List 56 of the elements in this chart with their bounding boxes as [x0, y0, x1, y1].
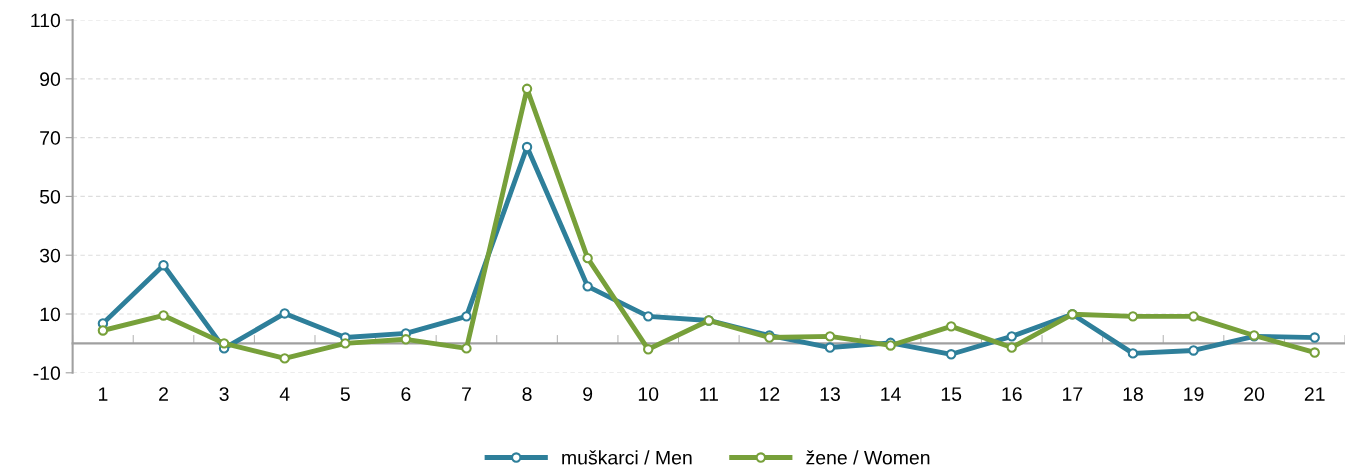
x-tick-label: 10 — [638, 387, 659, 401]
point — [1309, 347, 1320, 358]
point — [461, 343, 472, 354]
x-tick-label: 8 — [522, 387, 532, 401]
y-tick-label: 110 — [31, 13, 61, 28]
x-tick-label: 16 — [1002, 387, 1022, 401]
y-tick-label: 90 — [40, 72, 61, 87]
point — [1188, 311, 1199, 322]
x-tick-label: 14 — [881, 387, 901, 401]
point — [1309, 332, 1320, 343]
point — [340, 338, 351, 349]
point — [824, 331, 836, 342]
x-tick-label: 9 — [583, 387, 593, 401]
point — [582, 281, 593, 292]
y-tick-label: 10 — [40, 307, 61, 322]
point — [582, 252, 593, 264]
x-tick-label: 1 — [99, 387, 108, 401]
point — [643, 344, 654, 355]
x-tick-label: 5 — [340, 387, 350, 401]
x-tick-label: 11 — [700, 387, 718, 401]
point — [1127, 311, 1139, 322]
x-tick-label: 18 — [1123, 387, 1143, 401]
x-tick-label: 4 — [279, 387, 290, 401]
point — [158, 260, 169, 271]
point — [218, 338, 230, 349]
point — [1188, 345, 1199, 356]
y-tick-label: 30 — [39, 248, 61, 263]
point — [97, 325, 109, 336]
x-tick-label: 21 — [1304, 387, 1325, 401]
point — [400, 334, 412, 345]
point — [945, 349, 957, 360]
x-tick-label: 13 — [820, 387, 840, 401]
point — [1127, 348, 1139, 359]
x-tick-label: 12 — [760, 387, 780, 401]
point — [279, 308, 290, 319]
x-tick-label: 2 — [159, 387, 168, 401]
x-tick-label: 6 — [401, 387, 411, 401]
legend-label: muškarci / Men — [562, 450, 692, 465]
y-tick-label: 50 — [39, 189, 61, 204]
x-tick-label: 17 — [1063, 387, 1083, 401]
x-tick-label: 15 — [941, 387, 962, 401]
legend-label: žene / Women — [806, 450, 930, 465]
y-tick-label: -10 — [33, 366, 61, 381]
point — [824, 342, 836, 353]
point — [1006, 342, 1017, 353]
point — [643, 311, 654, 322]
point — [1006, 331, 1017, 342]
point — [945, 321, 957, 332]
point — [158, 310, 169, 321]
point — [279, 353, 290, 364]
x-tick-label: 19 — [1184, 387, 1204, 401]
x-tick-label: 7 — [462, 387, 471, 401]
x-tick-label: 20 — [1244, 387, 1265, 401]
y-tick-label: 70 — [40, 131, 61, 145]
point — [461, 311, 472, 322]
x-tick-label: 3 — [219, 387, 229, 401]
